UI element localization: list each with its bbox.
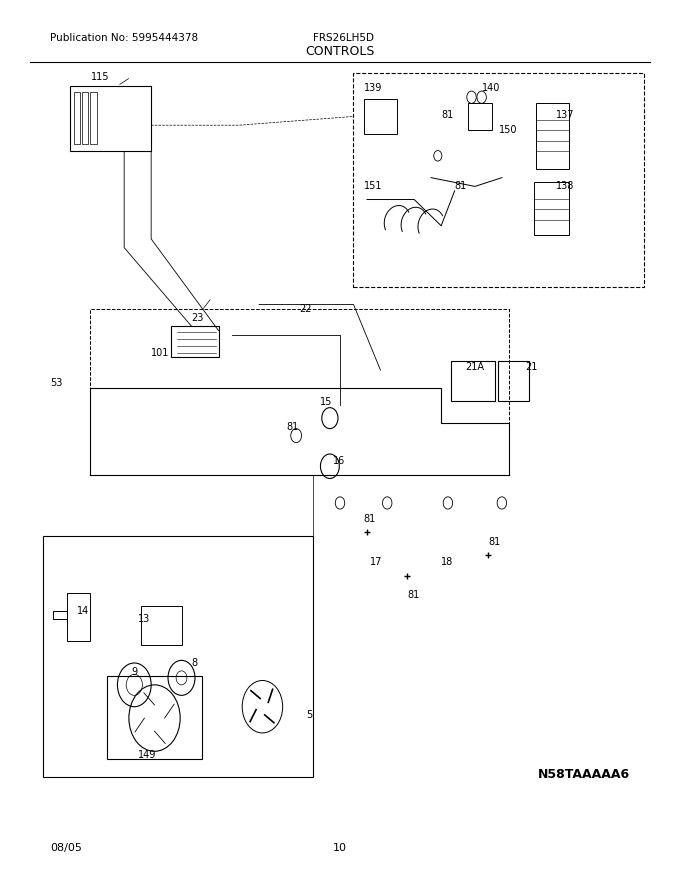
Text: 53: 53 (50, 378, 63, 388)
Text: 21: 21 (526, 363, 538, 372)
Text: 5: 5 (306, 710, 313, 721)
Text: 140: 140 (481, 84, 500, 93)
Bar (498, 362, 529, 400)
Bar (44, 536, 313, 777)
Text: 08/05: 08/05 (50, 843, 82, 853)
Text: 22: 22 (299, 304, 312, 314)
Bar (141, 606, 182, 646)
Text: 150: 150 (498, 125, 517, 135)
Text: 115: 115 (91, 72, 110, 82)
Text: 81: 81 (364, 514, 376, 524)
Bar (354, 73, 643, 287)
Text: CONTROLS: CONTROLS (305, 45, 375, 58)
Text: 15: 15 (320, 398, 332, 407)
Bar (468, 103, 492, 129)
Text: 17: 17 (371, 557, 383, 568)
Text: 138: 138 (556, 181, 574, 192)
Text: 81: 81 (455, 181, 467, 192)
Text: 81: 81 (407, 590, 420, 600)
Bar (67, 593, 90, 642)
Text: 13: 13 (137, 614, 150, 624)
Text: 81: 81 (286, 422, 299, 432)
Text: 9: 9 (131, 667, 137, 677)
Text: 81: 81 (441, 110, 454, 120)
Text: 16: 16 (333, 456, 345, 466)
Text: Publication No: 5995444378: Publication No: 5995444378 (50, 33, 198, 43)
Bar (90, 92, 97, 144)
Bar (534, 182, 569, 234)
Text: N58TAAAAA6: N58TAAAAA6 (538, 768, 630, 781)
Text: 81: 81 (488, 538, 500, 547)
Bar (73, 92, 80, 144)
Bar (90, 309, 509, 475)
Bar (107, 676, 202, 759)
Text: 14: 14 (77, 605, 89, 615)
Text: 23: 23 (192, 312, 204, 323)
Text: 137: 137 (556, 110, 575, 120)
Text: 149: 149 (137, 750, 156, 759)
Bar (452, 362, 495, 400)
Text: FRS26LH5D: FRS26LH5D (313, 33, 374, 43)
Bar (70, 86, 151, 151)
Bar (82, 92, 88, 144)
Text: 10: 10 (333, 843, 347, 853)
Text: 101: 101 (151, 348, 169, 357)
Text: 18: 18 (441, 557, 454, 568)
Text: 8: 8 (192, 658, 198, 668)
Bar (536, 103, 569, 169)
Text: 151: 151 (364, 181, 382, 192)
Text: 139: 139 (364, 84, 382, 93)
Bar (364, 99, 397, 134)
Bar (171, 326, 218, 357)
Text: 21A: 21A (464, 363, 483, 372)
